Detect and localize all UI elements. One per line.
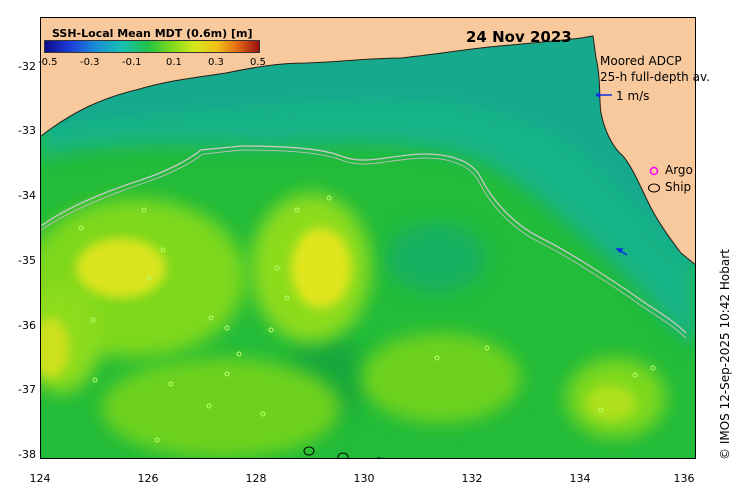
- sea-level-map: [41, 18, 695, 458]
- map-date: 24 Nov 2023: [466, 28, 572, 46]
- x-tick-label: 134: [569, 472, 591, 485]
- y-tick-label: -33: [18, 124, 36, 137]
- x-tick-label: 132: [461, 472, 483, 485]
- ship-markers: [303, 446, 382, 458]
- y-tick-label: -37: [18, 383, 36, 396]
- adcp-legend-subtitle: 25-h full-depth av.: [600, 70, 710, 84]
- adcp-arrows: [615, 248, 628, 256]
- colorbar-tick: 0.5: [250, 57, 266, 68]
- argo-legend-label: Argo: [665, 163, 693, 177]
- colorbar-tick: 0.1: [166, 57, 182, 68]
- adcp-scale-label: 1 m/s: [616, 89, 650, 103]
- credit-text: © IMOS 12-Sep-2025 10:42 Hobart: [718, 249, 732, 460]
- ship-marker-icon: [648, 183, 660, 193]
- colorbar: [44, 40, 260, 53]
- x-tick-label: 124: [29, 472, 51, 485]
- x-tick-label: 136: [673, 472, 695, 485]
- colorbar-tick: 0.3: [208, 57, 224, 68]
- ocean-field: [41, 36, 695, 458]
- y-tick-label: -32: [18, 60, 36, 73]
- adcp-scale-arrow-icon: [595, 92, 612, 98]
- x-tick-label: 130: [353, 472, 375, 485]
- adcp-legend-title: Moored ADCP: [600, 54, 682, 68]
- coastline: [41, 35, 695, 266]
- y-tick-label: -36: [18, 319, 36, 332]
- x-tick-label: 128: [245, 472, 267, 485]
- argo-marker-icon: [649, 166, 659, 176]
- y-tick-label: -38: [18, 448, 36, 461]
- y-tick-label: -35: [18, 254, 36, 267]
- map-frame: [40, 17, 696, 459]
- colorbar-tick: -0.1: [122, 57, 142, 68]
- x-tick-label: 126: [137, 472, 159, 485]
- colorbar-title: SSH-Local Mean MDT (0.6m) [m]: [52, 27, 253, 40]
- ship-legend-label: Ship: [665, 180, 692, 194]
- colorbar-tick: -0.3: [80, 57, 100, 68]
- y-tick-label: -34: [18, 189, 36, 202]
- colorbar-tick: -0.5: [38, 57, 58, 68]
